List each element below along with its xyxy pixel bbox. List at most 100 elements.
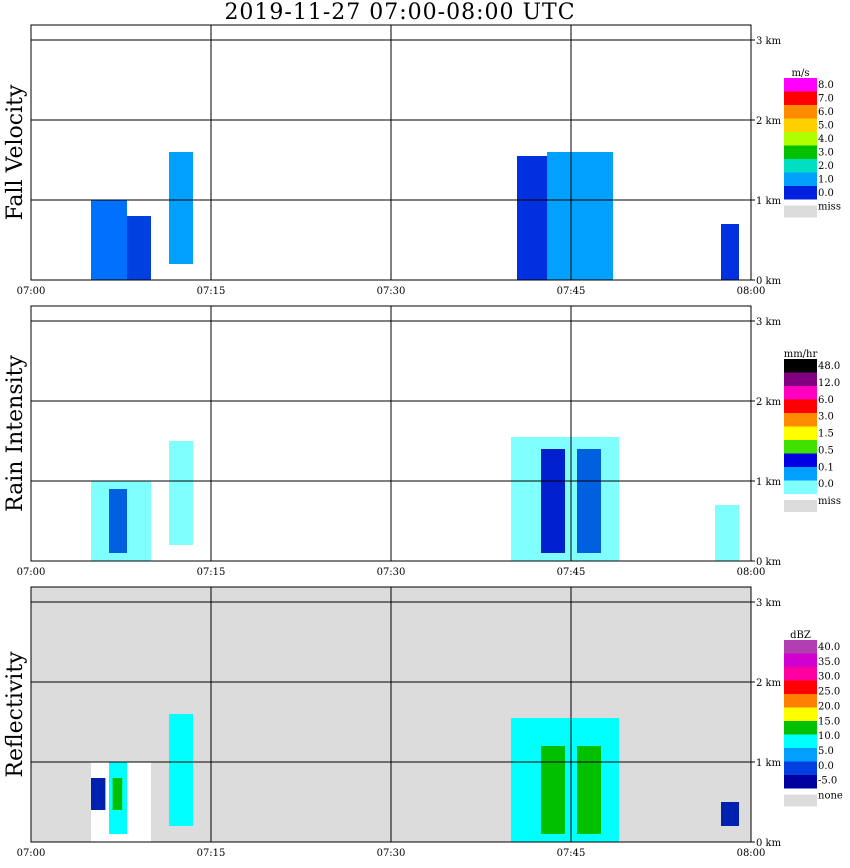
legend-color-swatch (784, 748, 817, 762)
y-tick-label: 1 km (756, 758, 782, 769)
plot-frame (30, 305, 752, 562)
legend-color-swatch (784, 761, 817, 775)
legend-label: 6.0 (818, 107, 834, 118)
echo-mark (91, 778, 106, 810)
y-axis-label: Reflectivity (3, 651, 28, 778)
x-tick-label: 07:45 (557, 567, 586, 578)
y-tick-label: 3 km (756, 598, 782, 609)
legend-color-swatch (784, 680, 817, 694)
legend-color-swatch (784, 426, 817, 440)
legend-label: 5.0 (818, 121, 834, 132)
legend-label: 8.0 (818, 80, 834, 91)
legend-color-swatch (784, 118, 817, 132)
echo-mark (541, 746, 565, 834)
legend-color-swatch (784, 640, 817, 654)
legend-missing-swatch (784, 500, 817, 512)
legend-label: 6.0 (818, 395, 834, 406)
x-tick-label: 07:45 (557, 286, 586, 297)
legend-color-swatch (784, 453, 817, 467)
x-tick-label: 08:00 (737, 567, 766, 578)
y-tick-label: 1 km (756, 196, 782, 207)
legend-color-swatch (784, 359, 817, 373)
legend-color-swatch (784, 132, 817, 146)
legend-label: 48.0 (818, 361, 840, 372)
echo-mark (91, 200, 127, 280)
x-tick-label: 07:00 (17, 286, 46, 297)
legend-label: 30.0 (818, 672, 840, 683)
legend-label: 1.0 (818, 175, 834, 186)
legend-color-swatch (784, 721, 817, 735)
legend-label: 12.0 (818, 378, 840, 389)
x-tick-label: 07:15 (197, 567, 226, 578)
legend-missing-label: miss (818, 202, 841, 213)
legend-color-swatch (784, 372, 817, 386)
echo-mark (577, 449, 601, 553)
legend-color-swatch (784, 467, 817, 481)
y-tick-label: 0 km (756, 557, 782, 568)
legend-color-swatch (784, 707, 817, 721)
echo-mark (547, 152, 613, 280)
echo-mark (109, 489, 127, 553)
echo-mark (577, 746, 601, 834)
legend-label: 7.0 (818, 94, 834, 105)
legend-label: 5.0 (818, 746, 834, 757)
legend-color-swatch (784, 694, 817, 708)
x-tick-label: 07:15 (197, 286, 226, 297)
legend-missing-swatch (784, 794, 817, 807)
echo-mark (169, 441, 193, 545)
echo-mark (169, 152, 193, 264)
legend-color-swatch (784, 145, 817, 159)
legend-unit: dBZ (790, 630, 811, 641)
legend-label: 15.0 (818, 716, 840, 727)
echo-mark (721, 224, 739, 280)
legend-color-swatch (784, 667, 817, 681)
legend-label: 10.0 (818, 731, 840, 742)
legend-color-swatch (784, 653, 817, 667)
y-tick-label: 1 km (756, 477, 782, 488)
legend-color-swatch (784, 399, 817, 413)
y-tick-label: 0 km (756, 838, 782, 849)
legend-missing-label: miss (818, 496, 841, 507)
legend-missing-swatch (784, 205, 817, 218)
legend-label: 3.0 (818, 412, 834, 423)
echo-mark (112, 778, 123, 810)
x-tick-label: 07:30 (377, 286, 406, 297)
legend-color-swatch (784, 386, 817, 400)
x-tick-label: 07:45 (557, 848, 586, 859)
legend-color-swatch (784, 105, 817, 119)
plot-frame (30, 586, 752, 843)
echo-mark (721, 802, 739, 826)
legend-color-swatch (784, 440, 817, 454)
legend-color-swatch (784, 734, 817, 748)
legend-label: 35.0 (818, 657, 840, 668)
legend-unit: mm/hr (784, 349, 818, 360)
legend-label: 25.0 (818, 687, 840, 698)
legend-color-swatch (784, 159, 817, 173)
legend-color-swatch (784, 91, 817, 105)
legend-label: 0.1 (818, 462, 834, 473)
y-tick-label: 2 km (756, 116, 782, 127)
legend-color-swatch (784, 78, 817, 92)
legend-label: 0.0 (818, 188, 834, 199)
plot-frame (30, 24, 752, 281)
legend-color-swatch (784, 775, 817, 789)
legend-color-swatch (784, 172, 817, 186)
x-tick-label: 07:30 (377, 848, 406, 859)
legend-label: 0.0 (818, 479, 834, 490)
y-tick-label: 2 km (756, 397, 782, 408)
legend-color-swatch (784, 480, 817, 494)
y-tick-label: 3 km (756, 36, 782, 47)
x-tick-label: 08:00 (737, 286, 766, 297)
legend-missing-label: none (818, 791, 843, 802)
legend-label: 2.0 (818, 161, 834, 172)
legend-label: 0.5 (818, 445, 834, 456)
echo-mark (127, 216, 151, 280)
legend-label: 3.0 (818, 148, 834, 159)
chart-title: 2019-11-27 07:00-08:00 UTC (224, 0, 576, 25)
y-tick-label: 3 km (756, 317, 782, 328)
x-tick-label: 07:00 (17, 848, 46, 859)
legend-label: 40.0 (818, 642, 840, 653)
legend-color-swatch (784, 186, 817, 200)
echo-mark (169, 714, 193, 826)
